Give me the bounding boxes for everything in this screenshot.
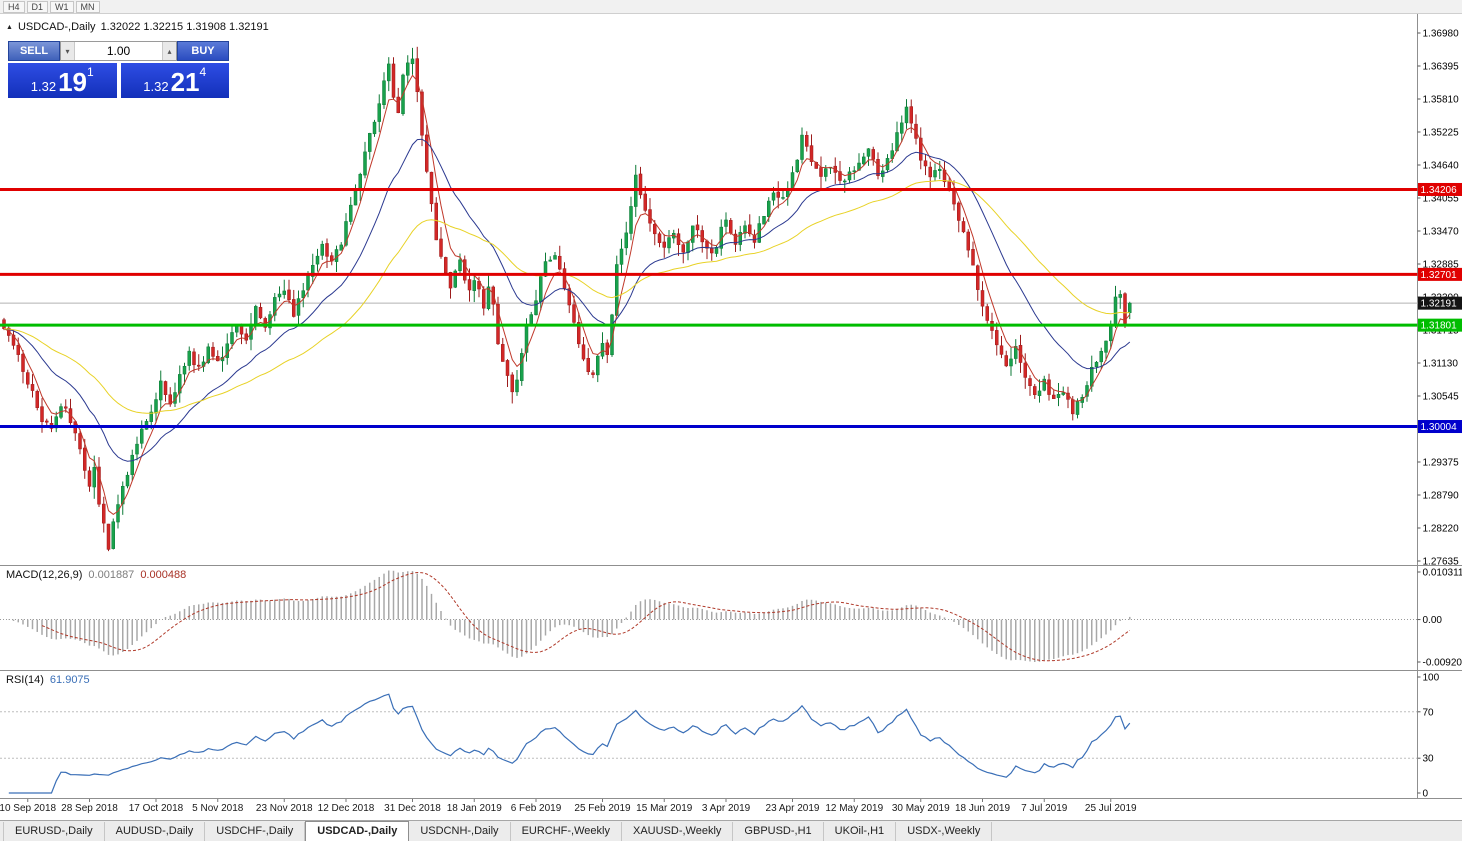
svg-text:28 Sep 2018: 28 Sep 2018 <box>61 803 118 814</box>
svg-text:1.29375: 1.29375 <box>1423 458 1460 469</box>
svg-text:12 May 2019: 12 May 2019 <box>825 803 883 814</box>
svg-text:17 Oct 2018: 17 Oct 2018 <box>129 803 184 814</box>
timeframe-button-mn[interactable]: MN <box>75 0 100 13</box>
rsi-indicator-title: RSI(14) 61.9075 <box>6 674 90 686</box>
sell-price-sup: 1 <box>87 65 94 79</box>
chart-canvas[interactable]: 1.36980 1.36395 1.35810 1.35225 1.34640 1.340… <box>0 14 1462 820</box>
timeframe-button-d1[interactable]: D1 <box>26 0 49 13</box>
svg-text:7 Jul 2019: 7 Jul 2019 <box>1021 803 1068 814</box>
one-click-collapse-icon[interactable]: ▲ <box>6 23 13 31</box>
svg-text:12 Dec 2018: 12 Dec 2018 <box>318 803 375 814</box>
svg-text:100: 100 <box>1423 673 1440 684</box>
svg-text:15 Mar 2019: 15 Mar 2019 <box>636 803 693 814</box>
volume-value[interactable]: 1.00 <box>106 44 131 58</box>
svg-text:1.34055: 1.34055 <box>1423 194 1460 205</box>
svg-text:31 Dec 2018: 31 Dec 2018 <box>384 803 441 814</box>
timeframe-toolbar: H4 D1 W1 MN <box>0 0 1462 14</box>
svg-text:1.31130: 1.31130 <box>1423 359 1459 370</box>
svg-text:1.30545: 1.30545 <box>1423 392 1460 403</box>
macd-main-value: 0.001887 <box>88 569 135 581</box>
sell-price-big: 19 <box>58 67 88 97</box>
chart-tab-eurchf-weekly[interactable]: EURCHF-,Weekly <box>510 822 622 841</box>
svg-text:1.34640: 1.34640 <box>1423 161 1460 172</box>
macd-name: MACD(12,26,9) <box>6 569 83 581</box>
svg-text:18 Jun 2019: 18 Jun 2019 <box>955 803 1010 814</box>
svg-text:25 Jul 2019: 25 Jul 2019 <box>1085 803 1137 814</box>
rsi-name: RSI(14) <box>6 674 44 686</box>
svg-text:1.32191: 1.32191 <box>1421 299 1458 310</box>
chart-tab-gbpusd-h1[interactable]: GBPUSD-,H1 <box>733 822 824 841</box>
chart-tab-xauusd-weekly[interactable]: XAUUSD-,Weekly <box>621 822 734 841</box>
buy-button[interactable]: BUY <box>177 41 229 61</box>
buy-price-prefix: 1.32 <box>143 79 169 94</box>
chart-tab-usdx-weekly[interactable]: USDX-,Weekly <box>896 822 993 841</box>
svg-text:1.32885: 1.32885 <box>1423 260 1460 271</box>
svg-text:1.35225: 1.35225 <box>1423 128 1460 139</box>
svg-text:1.28220: 1.28220 <box>1423 524 1460 535</box>
svg-text:0.00: 0.00 <box>1423 615 1443 626</box>
svg-text:0: 0 <box>1423 789 1429 800</box>
svg-text:10 Sep 2018: 10 Sep 2018 <box>0 803 57 814</box>
chart-tab-usdchf-daily[interactable]: USDCHF-,Daily <box>205 822 306 841</box>
chart-title: ▲ USDCAD-,Daily 1.32022 1.32215 1.31908 … <box>6 21 269 33</box>
macd-indicator-title: MACD(12,26,9) 0.001887 0.000488 <box>6 569 186 581</box>
sell-price-box[interactable]: 1.32 19 1 <box>8 63 117 98</box>
buy-price-big: 21 <box>170 67 200 97</box>
sell-price-prefix: 1.32 <box>30 79 57 94</box>
svg-text:1.31801: 1.31801 <box>1421 321 1458 332</box>
svg-text:1.36980: 1.36980 <box>1423 29 1460 40</box>
svg-text:23 Nov 2018: 23 Nov 2018 <box>256 803 313 814</box>
svg-text:0.010311: 0.010311 <box>1423 568 1462 579</box>
svg-text:25 Feb 2019: 25 Feb 2019 <box>574 803 631 814</box>
svg-text:30: 30 <box>1423 754 1435 765</box>
one-click-trading-panel: SELL ▾ 1.00 ▴ BUY 1.32 19 1 1.32 21 4 <box>8 41 229 98</box>
timeframe-button-w1[interactable]: W1 <box>50 0 74 13</box>
svg-text:1.34206: 1.34206 <box>1421 185 1458 196</box>
svg-text:1.28790: 1.28790 <box>1423 491 1460 502</box>
svg-text:1.30004: 1.30004 <box>1421 422 1458 433</box>
chart-tab-usdcad-daily[interactable]: USDCAD-,Daily <box>305 821 410 841</box>
svg-text:1.32701: 1.32701 <box>1421 270 1458 281</box>
svg-text:3 Apr 2019: 3 Apr 2019 <box>702 803 751 814</box>
buy-price-box[interactable]: 1.32 21 4 <box>120 63 229 98</box>
volume-dropdown-icon[interactable]: ▾ <box>61 42 75 60</box>
svg-text:1.36395: 1.36395 <box>1423 62 1460 73</box>
timeframe-button-h4[interactable]: H4 <box>3 0 25 13</box>
svg-text:1.33470: 1.33470 <box>1423 227 1460 238</box>
buy-price-sup: 4 <box>199 65 207 79</box>
chart-tab-audusd-daily[interactable]: AUDUSD-,Daily <box>104 822 206 841</box>
svg-text:70: 70 <box>1423 707 1435 718</box>
chart-tab-eurusd-daily[interactable]: EURUSD-,Daily <box>3 822 105 841</box>
svg-text:23 Apr 2019: 23 Apr 2019 <box>766 803 820 814</box>
chart-tab-bar: EURUSD-,Daily AUDUSD-,Daily USDCHF-,Daily U… <box>0 820 1462 841</box>
chart-tab-usdcnh-daily[interactable]: USDCNH-,Daily <box>409 822 511 841</box>
svg-text:1.27635: 1.27635 <box>1423 557 1460 568</box>
svg-text:18 Jan 2019: 18 Jan 2019 <box>447 803 502 814</box>
svg-text:5 Nov 2018: 5 Nov 2018 <box>192 803 244 814</box>
volume-spinner-icon[interactable]: ▴ <box>162 42 176 60</box>
chart-symbol-label: USDCAD-,Daily <box>17 21 96 33</box>
svg-text:6 Feb 2019: 6 Feb 2019 <box>511 803 562 814</box>
svg-text:30 May 2019: 30 May 2019 <box>892 803 950 814</box>
svg-text:1.35810: 1.35810 <box>1423 95 1460 106</box>
rsi-value: 61.9075 <box>49 674 90 686</box>
chart-window: 1.36980 1.36395 1.35810 1.35225 1.34640 1.340… <box>0 14 1462 820</box>
chart-tab-ukoil-h1[interactable]: UKOil-,H1 <box>823 822 897 841</box>
volume-box: ▾ 1.00 ▴ <box>60 41 177 61</box>
svg-text:-0.009203: -0.009203 <box>1423 658 1462 669</box>
chart-ohlc-values: 1.32022 1.32215 1.31908 1.32191 <box>100 21 269 33</box>
macd-signal-value: 0.000488 <box>140 569 187 581</box>
sell-button[interactable]: SELL <box>8 41 60 61</box>
